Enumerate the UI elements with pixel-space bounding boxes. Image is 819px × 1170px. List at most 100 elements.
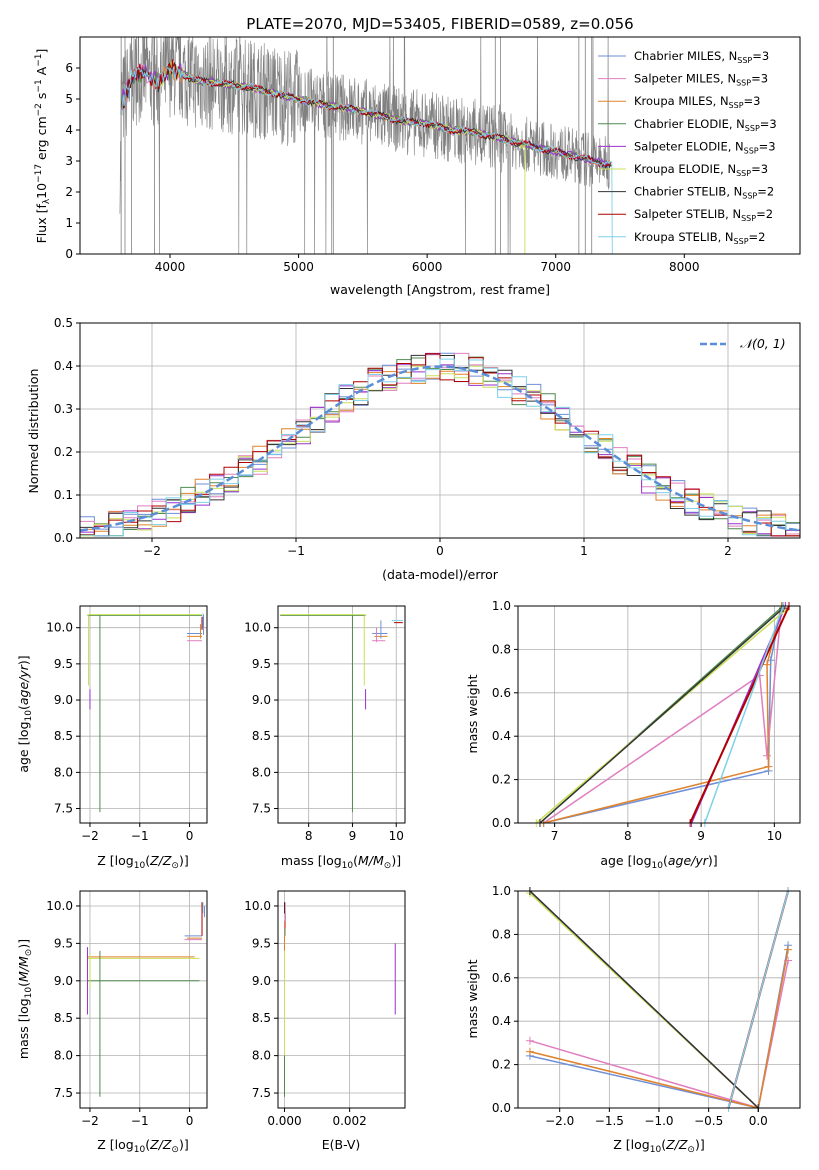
cumulative-line: [727, 890, 789, 1109]
x-tick-label: 9: [349, 829, 357, 843]
y-tick-label: 8.0: [252, 765, 271, 779]
residuals-xlabel: (data-model)/error: [382, 567, 499, 582]
spectrum-panel: 4000 5000 6000 7000 8000 0 1 2 3 4 5 6 wavelength […: [34, 36, 801, 297]
spectrum-legend: Chabrier MILES, NSSP=3 Salpeter MILES, NS…: [598, 49, 777, 246]
x-tick-label: −2: [143, 544, 161, 558]
x-tick-label: 5000: [283, 260, 314, 274]
cumulative-Z-panel: −2.0 −1.5 −1.0 −0.5 0.0 0.0 0.2 0.4 0.6 0.8 1.0 Z …: [465, 884, 801, 1155]
gaussian-curve: [79, 365, 801, 532]
residual-histogram: [80, 358, 800, 537]
y-tick-label: 7.5: [252, 802, 271, 816]
y-tick-label: 1.0: [492, 884, 511, 898]
x-tick-label: 9: [697, 829, 705, 843]
x-tick-label: 4000: [155, 260, 186, 274]
age-vs-mass-panel: 8 9 10 7.5 8.0 8.5 9.0 9.5 10.0 mass [log10(M/M⊙…: [244, 605, 406, 871]
spectrum-xlabel: wavelength [Angstrom, rest frame]: [330, 282, 550, 297]
x-tick-label: 7: [551, 829, 559, 843]
x-tick-label: −1.0: [644, 1114, 673, 1128]
x-tick-label: 0.000: [267, 1114, 301, 1128]
cumulative-line: [529, 890, 759, 1109]
x-tick-label: 0.0: [749, 1114, 768, 1128]
mass-vs-ebv-panel: 0.000 0.002 7.5 8.0 8.5 9.0 9.5 10.0 E(B-V): [244, 890, 406, 1152]
y-tick-label: 9.5: [252, 657, 271, 671]
legend-entry: Salpeter ELODIE, NSSP=3: [634, 139, 776, 155]
x-tick-label: −2.0: [545, 1114, 574, 1128]
y-tick-label: 0.3: [54, 402, 73, 416]
y-tick-label: 9.0: [54, 974, 73, 988]
y-tick-label: 8.0: [54, 765, 73, 779]
ageZ-ylabel: age [log10(age/yr)]: [16, 655, 34, 772]
cumulative-marker: [525, 1047, 534, 1056]
x-tick-label: 10: [389, 829, 404, 843]
cumAge-xlabel: age [log10(age/yr)]: [600, 853, 717, 871]
cumulative-line: [689, 605, 790, 824]
y-tick-label: 2: [65, 185, 73, 199]
y-tick-label: 10.0: [46, 899, 73, 913]
cumulative-line: [543, 605, 783, 824]
x-tick-label: −2: [81, 1114, 99, 1128]
x-tick-label: 8000: [669, 260, 700, 274]
legend-entry: Salpeter MILES, NSSP=3: [634, 72, 768, 88]
legend-entry: Kroupa STELIB, NSSP=2: [634, 230, 765, 246]
y-tick-label: 9.0: [54, 693, 73, 707]
y-tick-label: 8.5: [252, 1011, 271, 1025]
y-tick-label: 0.8: [492, 642, 511, 656]
massZ-xlabel: Z [log10(Z/Z⊙)]: [97, 1137, 188, 1155]
x-tick-label: −1: [287, 544, 305, 558]
model-spectrum-line: [120, 59, 613, 168]
y-tick-label: 0.4: [54, 359, 73, 373]
x-tick-label: 0: [186, 1114, 194, 1128]
y-tick-label: 4: [65, 123, 73, 137]
y-tick-label: 8.5: [54, 729, 73, 743]
x-tick-label: −0.5: [694, 1114, 723, 1128]
x-tick-label: −2: [81, 829, 99, 843]
spectrum-ylabel: Flux [fλ10−17 erg cm−2 s−1 A−1]: [34, 49, 52, 244]
y-tick-label: 7.5: [54, 1086, 73, 1100]
massEbv-xlabel: E(B-V): [322, 1137, 361, 1152]
model-spectrum-line: [120, 65, 613, 254]
y-tick-label: 5: [65, 92, 73, 106]
x-tick-label: 7000: [540, 260, 571, 274]
y-tick-label: 0.2: [492, 773, 511, 787]
residuals-ylabel: Normed distribution: [26, 369, 41, 494]
residuals-legend: 𝒩(0, 1): [700, 336, 786, 351]
y-tick-label: 0.0: [54, 531, 73, 545]
cumulative-marker: [784, 945, 793, 954]
x-tick-label: 0: [436, 544, 444, 558]
x-tick-label: 2: [724, 544, 732, 558]
ageMass-xlabel: mass [log10(M/M⊙)]: [281, 853, 401, 871]
residuals-panel: −2 −1 0 1 2 0.0 0.1 0.2 0.3 0.4 0.5 (data-model)/e…: [26, 316, 801, 582]
cumulative-line: [539, 607, 784, 824]
y-tick-label: 0: [65, 247, 73, 261]
cumAge-ylabel: mass weight: [465, 674, 480, 753]
cumulative-marker: [764, 762, 773, 771]
y-tick-label: 9.5: [252, 936, 271, 950]
cumulative-line: [543, 605, 783, 824]
y-tick-label: 6: [65, 61, 73, 75]
gauss-legend-label: 𝒩(0, 1): [740, 336, 786, 351]
massZ-ylabel: mass [log10(M/M⊙)]: [16, 939, 34, 1059]
y-tick-label: 9.0: [252, 693, 271, 707]
cumulative-line: [704, 605, 784, 824]
y-tick-label: 0.2: [54, 445, 73, 459]
y-tick-label: 8.0: [252, 1049, 271, 1063]
cumulative-marker: [525, 1036, 534, 1045]
y-tick-label: 10.0: [244, 899, 271, 913]
y-tick-label: 0.0: [492, 1101, 511, 1115]
mass-vs-Z-panel: −2 −1 0 7.5 8.0 8.5 9.0 9.5 10.0 Z [log10(Z/Z⊙)]…: [16, 890, 208, 1155]
cumZ-ylabel: mass weight: [465, 959, 480, 1038]
x-tick-label: 10: [767, 829, 782, 843]
y-tick-label: 0.4: [492, 729, 511, 743]
y-tick-label: 7.5: [252, 1086, 271, 1100]
x-tick-label: 6000: [412, 260, 443, 274]
legend-entry: Chabrier ELODIE, NSSP=3: [634, 117, 777, 133]
x-tick-label: 1: [580, 544, 588, 558]
legend-entry: Salpeter STELIB, NSSP=2: [634, 207, 773, 223]
y-tick-label: 0.6: [492, 686, 511, 700]
y-tick-label: 0.5: [54, 316, 73, 330]
legend-entry: Kroupa ELODIE, NSSP=3: [634, 162, 768, 178]
y-tick-label: 10.0: [46, 621, 73, 635]
x-tick-label: −1.5: [595, 1114, 624, 1128]
y-tick-label: 3: [65, 154, 73, 168]
y-tick-label: 1.0: [492, 599, 511, 613]
